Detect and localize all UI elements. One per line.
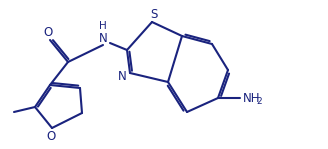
Text: S: S <box>150 8 158 21</box>
Text: N: N <box>99 31 107 45</box>
Text: N: N <box>118 69 126 83</box>
Text: O: O <box>46 129 56 142</box>
Text: NH: NH <box>243 91 260 104</box>
Text: H: H <box>99 21 107 31</box>
Text: 2: 2 <box>256 97 262 105</box>
Text: O: O <box>43 27 52 39</box>
